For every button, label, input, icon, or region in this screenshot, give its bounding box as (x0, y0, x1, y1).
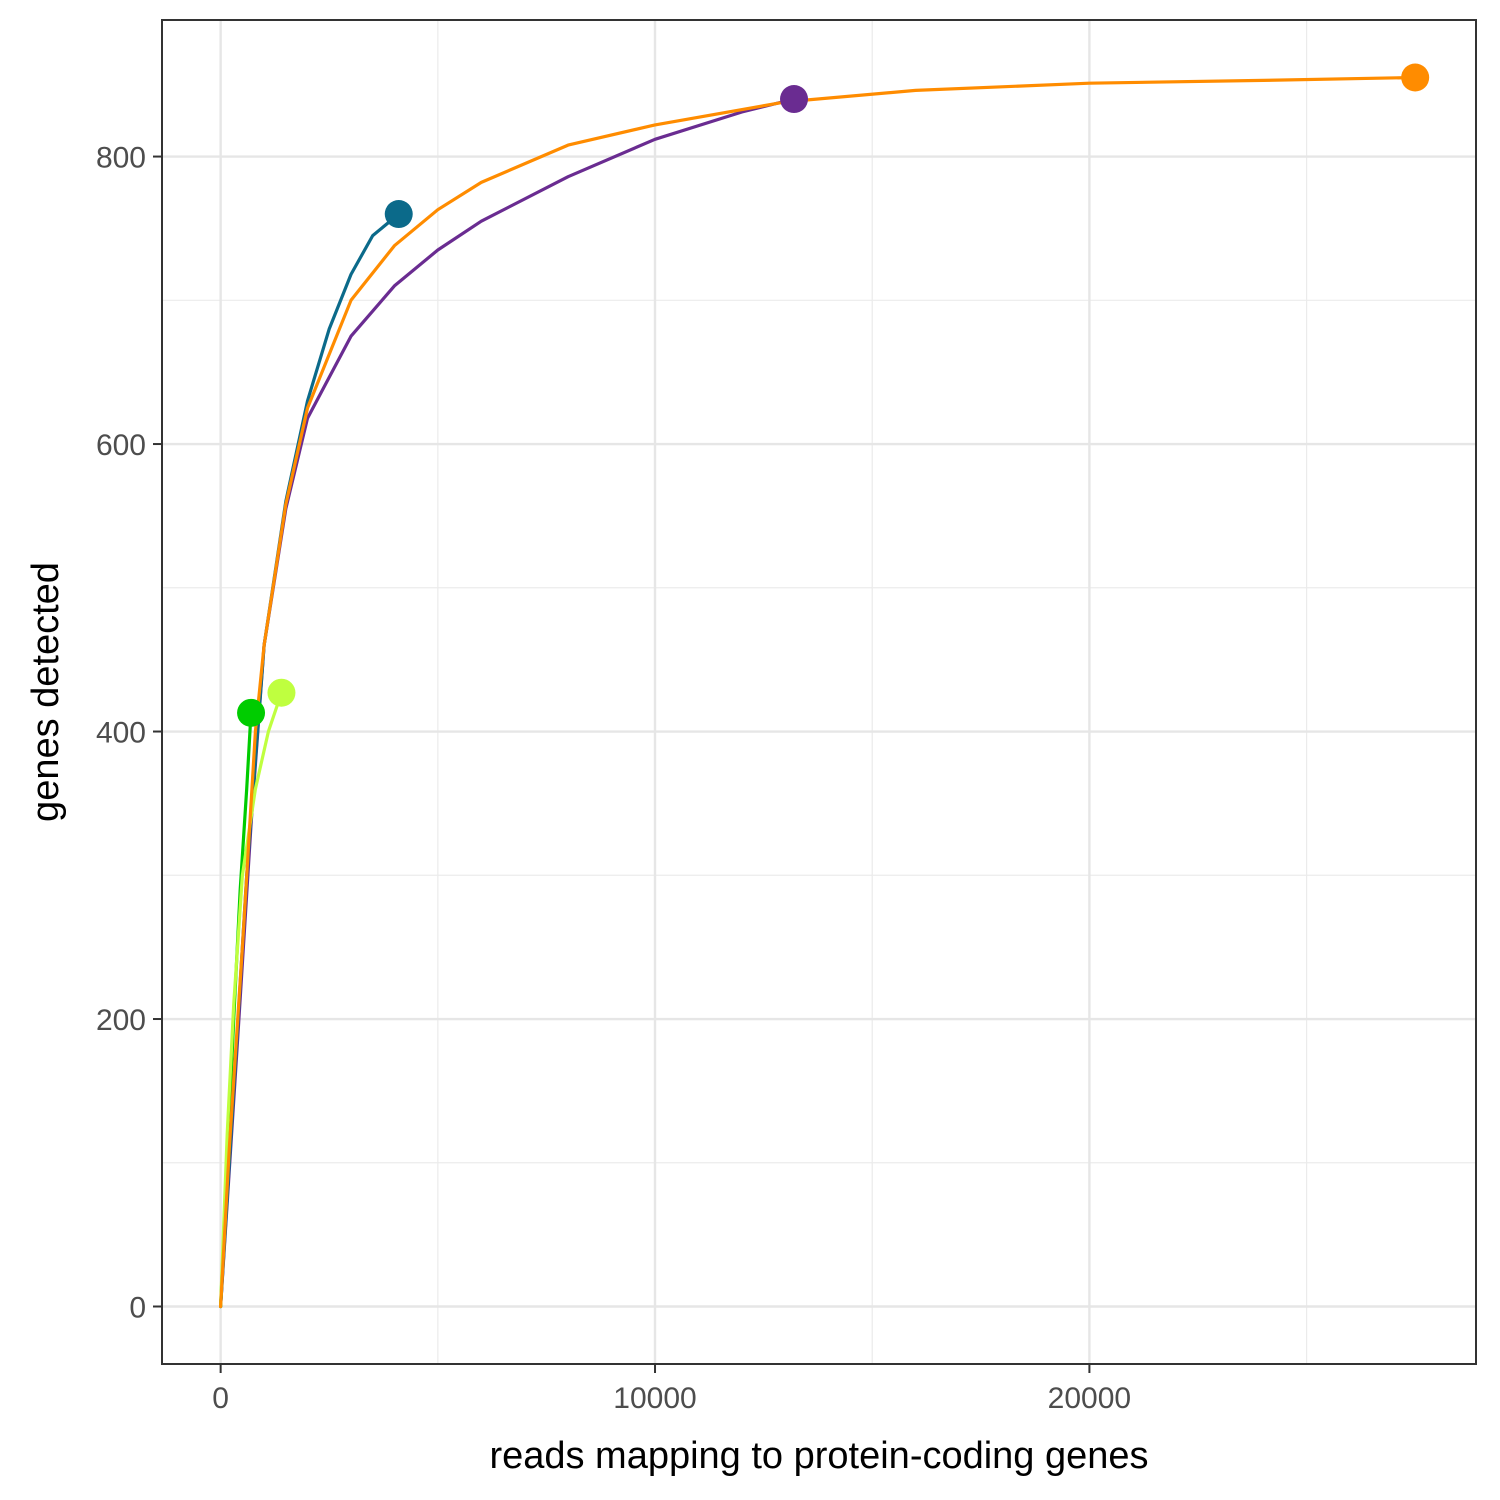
y-tick-label: 0 (129, 1292, 146, 1325)
y-tick-label: 800 (96, 142, 146, 175)
series-end-point (267, 678, 296, 707)
y-axis-title: genes detected (25, 562, 67, 822)
plot-panel (162, 20, 1476, 1364)
plot-border (161, 19, 1477, 1365)
y-axis: 0 200 400 600 800 (96, 142, 162, 1325)
series-end-point (780, 85, 809, 114)
series-end-point (384, 200, 413, 229)
series-end-point (237, 698, 266, 727)
x-tick-label: 0 (212, 1382, 229, 1415)
x-tick-label: 20000 (1048, 1382, 1131, 1415)
series-end-points (237, 63, 1430, 727)
grid (162, 20, 1476, 1364)
series-line (219, 691, 284, 1309)
y-tick-label: 200 (96, 1004, 146, 1037)
series-end-point (1401, 63, 1430, 92)
series-lines (219, 75, 1417, 1309)
x-axis-title: reads mapping to protein-coding genes (489, 1435, 1148, 1477)
x-axis: 0 10000 20000 (212, 1364, 1131, 1415)
y-tick-label: 600 (96, 429, 146, 462)
series-line (219, 75, 1417, 1309)
x-tick-label: 10000 (613, 1382, 696, 1415)
y-tick-label: 400 (96, 717, 146, 750)
